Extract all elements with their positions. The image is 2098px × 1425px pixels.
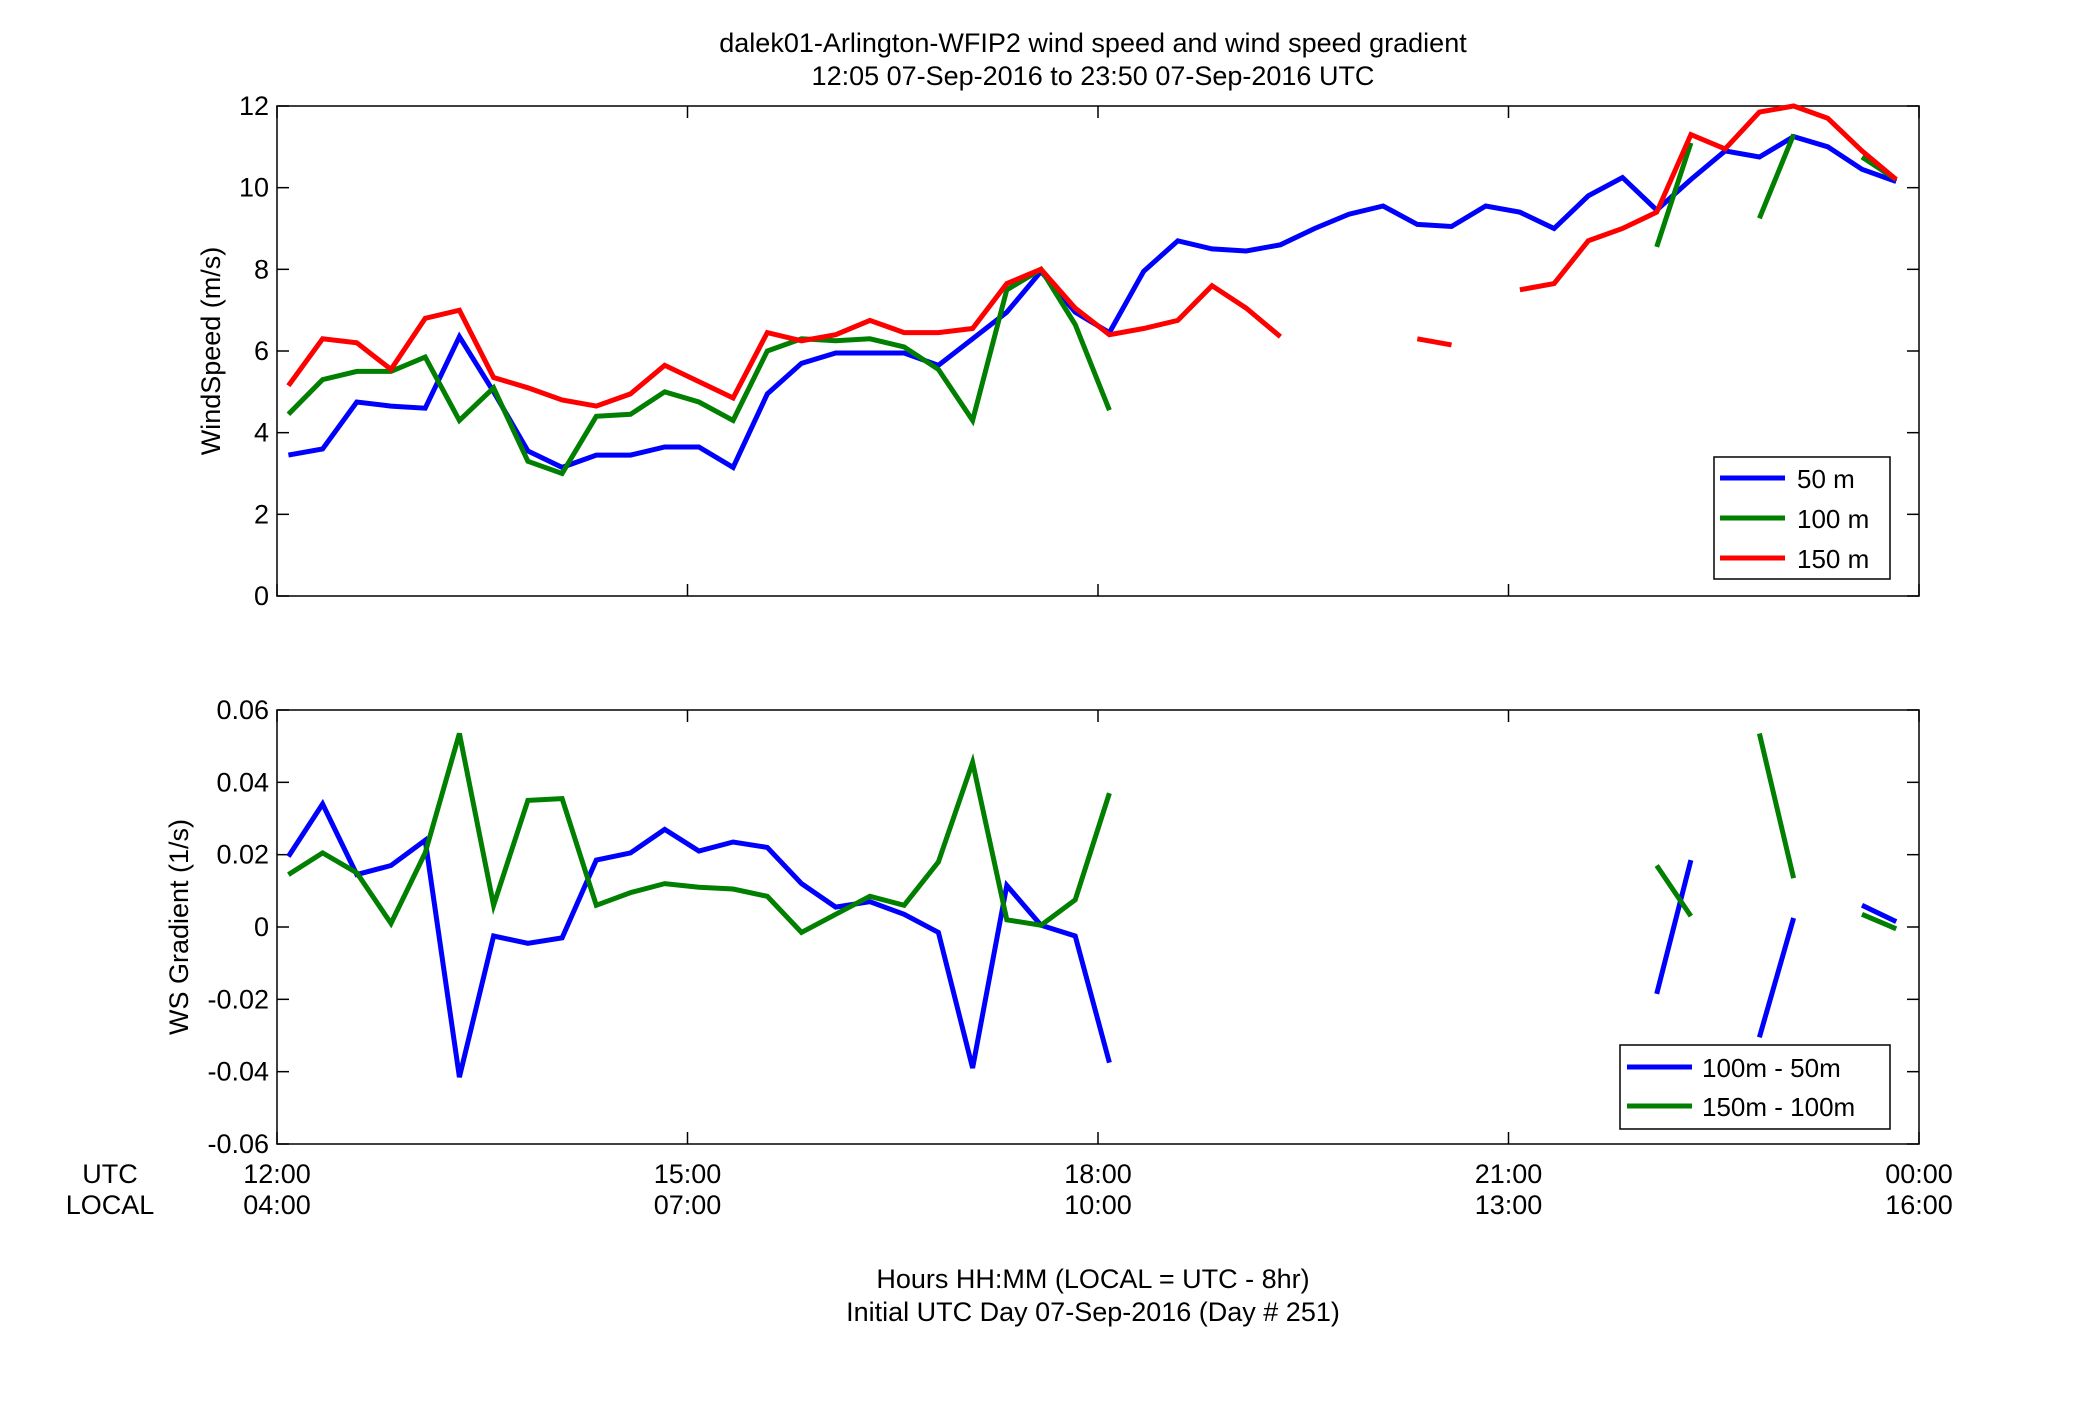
gradient-ytick-label: -0.06 bbox=[207, 1129, 269, 1159]
xtick-label-utc: 12:00 bbox=[243, 1159, 311, 1189]
gradient-series-line bbox=[1860, 903, 1898, 924]
windspeed-series-group bbox=[286, 103, 1898, 477]
windspeed-series-2 bbox=[286, 103, 1898, 409]
gradient-ytick-label: -0.04 bbox=[207, 1057, 269, 1087]
chart-title-line1: dalek01-Arlington-WFIP2 wind speed and w… bbox=[719, 28, 1467, 58]
legend-label-100m-50m: 100m - 50m bbox=[1702, 1053, 1841, 1083]
legend-label-100m: 100 m bbox=[1797, 504, 1869, 534]
xtick-label-local: 13:00 bbox=[1475, 1190, 1543, 1220]
gradient-series-line bbox=[1654, 859, 1694, 995]
windspeed-ytick-label: 10 bbox=[239, 173, 269, 203]
gradient-series-line bbox=[1654, 864, 1693, 918]
windspeed-ytick-label: 4 bbox=[254, 418, 269, 448]
xtick-label-local: 16:00 bbox=[1885, 1190, 1953, 1220]
xtick-label-utc: 00:00 bbox=[1885, 1159, 1953, 1189]
gradient-series-line bbox=[1756, 732, 1797, 879]
windspeed-ytick-label: 8 bbox=[254, 254, 269, 284]
gradient-series-line bbox=[287, 732, 1112, 936]
gradient-series-line bbox=[1861, 911, 1898, 932]
gradient-series-0 bbox=[286, 798, 1898, 1078]
windspeed-series-line bbox=[1757, 133, 1796, 220]
xtick-label-utc: 18:00 bbox=[1064, 1159, 1132, 1189]
windspeed-panel: 0 2 4 6 8 10 12 WindSpeed (m/s) 50 m 100 m 150… bbox=[196, 91, 1920, 611]
gradient-ylabel: WS Gradient (1/s) bbox=[164, 819, 194, 1035]
gradient-ytick-label: 0.04 bbox=[216, 767, 269, 797]
xaxis-row-label-local: LOCAL bbox=[66, 1190, 155, 1220]
xtick-label-local: 10:00 bbox=[1064, 1190, 1132, 1220]
windspeed-series-line bbox=[1519, 103, 1898, 293]
gradient-series-line bbox=[1756, 917, 1797, 1038]
gradient-ytick-label: -0.02 bbox=[207, 984, 269, 1014]
gradient-ytick-label: 0.02 bbox=[216, 840, 269, 870]
windspeed-legend: 50 m 100 m 150 m bbox=[1713, 456, 1891, 580]
windspeed-ylabel: WindSpeed (m/s) bbox=[196, 247, 226, 456]
windspeed-ytick-label: 12 bbox=[239, 91, 269, 121]
windspeed-series-line bbox=[286, 265, 1112, 477]
gradient-series-line bbox=[286, 798, 1112, 1078]
windspeed-ytick-label: 6 bbox=[254, 336, 269, 366]
gradient-series-1 bbox=[287, 732, 1898, 936]
gradient-ytick-label: 0.06 bbox=[216, 695, 269, 725]
xtick-label-local: 04:00 bbox=[243, 1190, 311, 1220]
windspeed-series-line bbox=[1654, 142, 1694, 248]
gradient-ytick-label: 0 bbox=[254, 912, 269, 942]
gradient-legend-box bbox=[1619, 1044, 1891, 1130]
windspeed-ticks: 0 2 4 6 8 10 12 bbox=[239, 91, 1920, 611]
legend-label-50m: 50 m bbox=[1797, 464, 1855, 494]
legend-label-150m: 150 m bbox=[1797, 544, 1869, 574]
windspeed-ytick-label: 0 bbox=[254, 581, 269, 611]
xtick-label-utc: 21:00 bbox=[1475, 1159, 1543, 1189]
xtick-label-utc: 15:00 bbox=[654, 1159, 722, 1189]
windspeed-plot-area bbox=[276, 105, 1920, 597]
windspeed-series-line bbox=[286, 266, 1283, 409]
legend-label-150m-100m: 150m - 100m bbox=[1702, 1092, 1855, 1122]
xaxis-row-label-utc: UTC bbox=[82, 1159, 138, 1189]
xaxis-label-line2: Initial UTC Day 07-Sep-2016 (Day # 251) bbox=[846, 1297, 1340, 1327]
xaxis-label-line1: Hours HH:MM (LOCAL = UTC - 8hr) bbox=[876, 1264, 1309, 1294]
gradient-panel: -0.06 -0.04 -0.02 0 0.02 0.04 0.06 WS Gradient… bbox=[164, 695, 1920, 1159]
chart-title-line2: 12:05 07-Sep-2016 to 23:50 07-Sep-2016 U… bbox=[812, 61, 1375, 91]
windspeed-ytick-label: 2 bbox=[254, 499, 269, 529]
gradient-ticks: -0.06 -0.04 -0.02 0 0.02 0.04 0.06 bbox=[207, 695, 1920, 1159]
windspeed-series-line bbox=[1416, 336, 1452, 348]
gradient-legend: 100m - 50m 150m - 100m bbox=[1619, 1044, 1891, 1130]
gradient-series-group bbox=[286, 732, 1898, 1078]
xtick-label-local: 07:00 bbox=[654, 1190, 722, 1220]
